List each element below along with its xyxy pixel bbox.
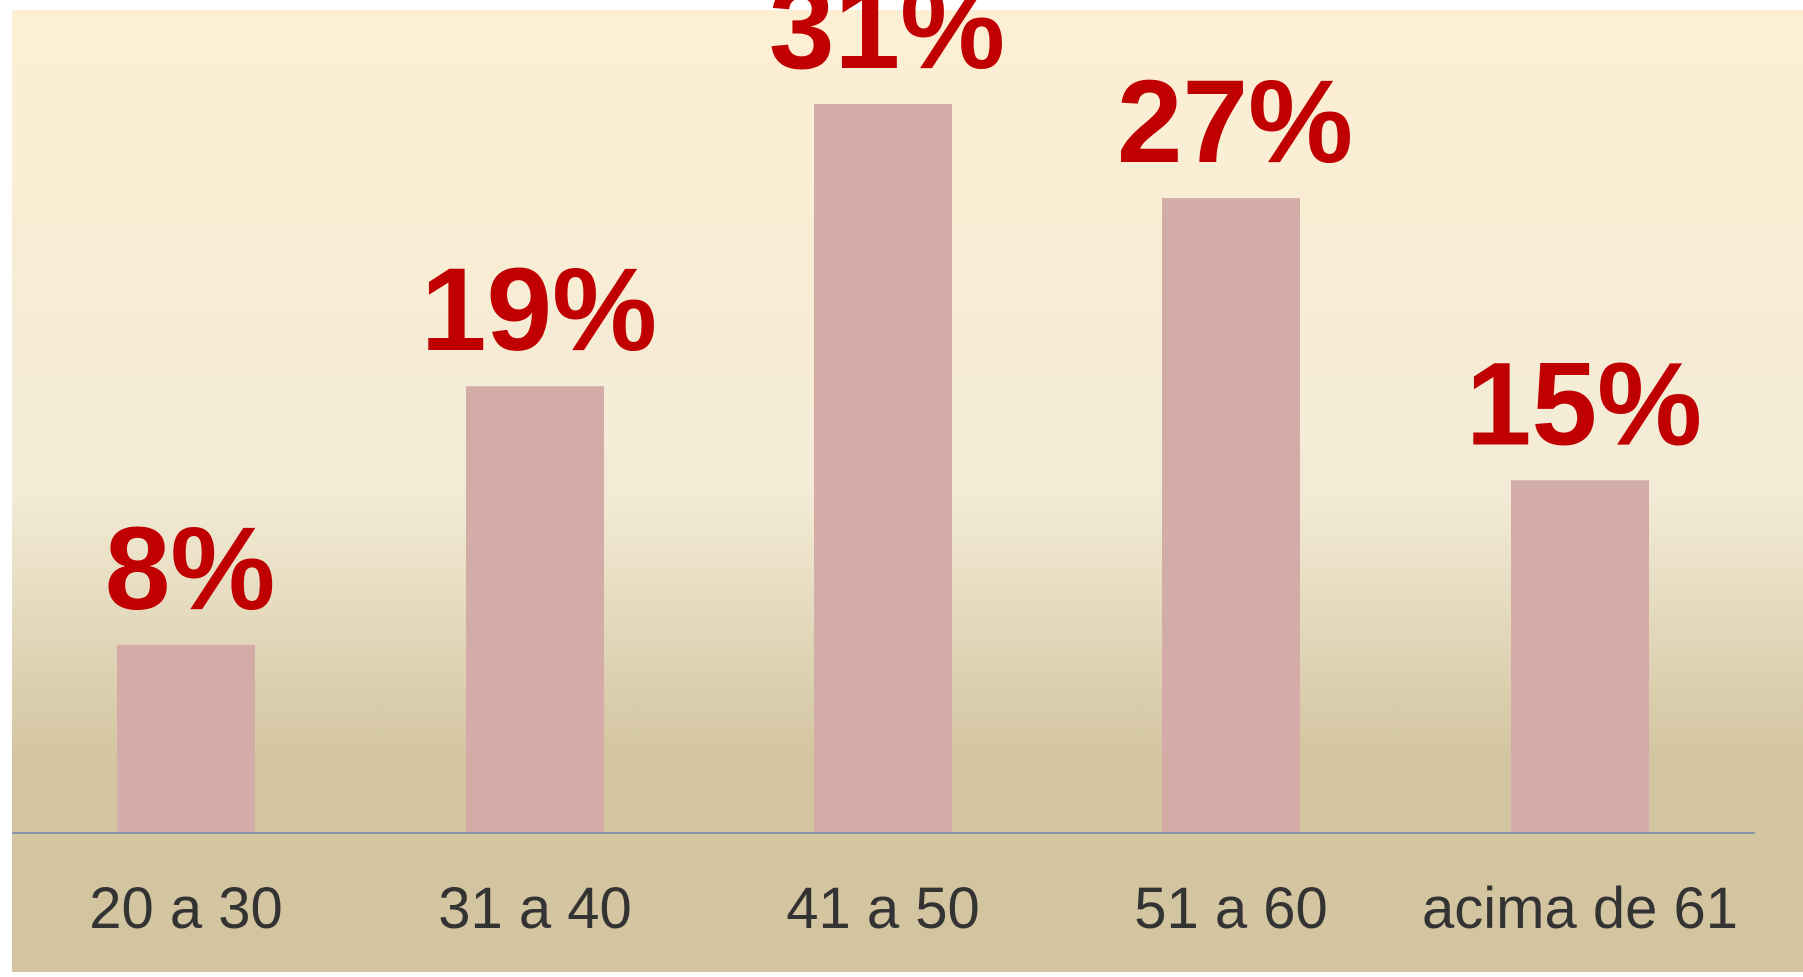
bar-4 [1162, 198, 1300, 834]
bars-layer [117, 104, 1649, 834]
value-label-1: 8% [105, 503, 276, 635]
value-label-4: 27% [1117, 56, 1353, 188]
category-labels-layer: 20 a 30 31 a 40 41 a 50 51 a 60 acima de 61 [89, 876, 1738, 941]
bar-5 [1511, 480, 1649, 833]
category-label-1: 20 a 30 [89, 876, 283, 941]
bar-1 [117, 644, 255, 833]
category-label-3: 41 a 50 [786, 876, 980, 941]
value-label-3: 31% [769, 0, 1005, 94]
category-label-4: 51 a 60 [1134, 876, 1328, 941]
bar-2 [466, 386, 604, 833]
value-label-2: 19% [421, 244, 657, 376]
value-label-5: 15% [1466, 338, 1702, 470]
value-labels-layer: 8% 19% 31% 27% 15% [105, 0, 1702, 635]
category-label-2: 31 a 40 [438, 876, 632, 941]
category-label-5: acima de 61 [1422, 876, 1738, 941]
bar-3 [814, 104, 952, 834]
